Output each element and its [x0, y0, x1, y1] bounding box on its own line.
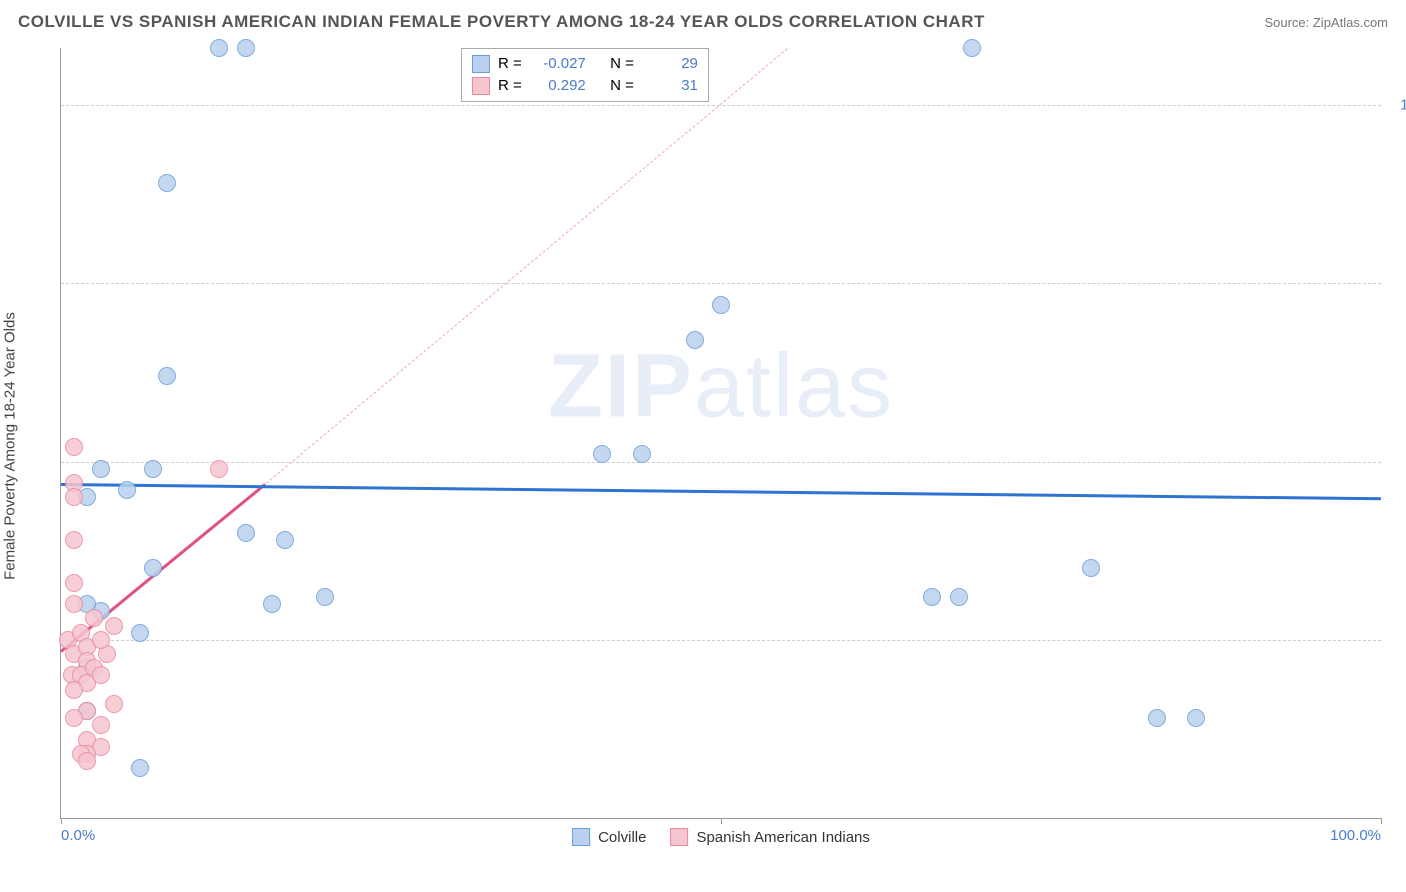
data-point — [712, 296, 730, 314]
x-tick-max: 100.0% — [1330, 827, 1381, 844]
x-tick-mark — [1381, 818, 1382, 824]
data-point — [316, 588, 334, 606]
data-point — [1187, 709, 1205, 727]
data-point — [237, 524, 255, 542]
swatch-colville — [472, 55, 490, 73]
data-point — [210, 39, 228, 57]
y-tick-label: 25.0% — [1391, 631, 1406, 648]
data-point — [131, 759, 149, 777]
data-point — [65, 574, 83, 592]
data-point — [633, 445, 651, 463]
data-point — [950, 588, 968, 606]
stats-row-colville: R = -0.027 N = 29 — [472, 53, 698, 75]
watermark: ZIPatlas — [548, 335, 894, 438]
legend-swatch-spanish — [670, 828, 688, 846]
stats-legend: R = -0.027 N = 29 R = 0.292 N = 31 — [461, 48, 709, 102]
data-point — [105, 617, 123, 635]
data-point — [237, 39, 255, 57]
data-point — [65, 595, 83, 613]
r-value-spanish: 0.292 — [530, 75, 586, 97]
x-tick-mark — [61, 818, 62, 824]
data-point — [92, 666, 110, 684]
gridline — [61, 283, 1381, 284]
data-point — [276, 531, 294, 549]
legend-item-spanish: Spanish American Indians — [670, 828, 869, 846]
scatter-plot-area: ZIPatlas R = -0.027 N = 29 R = 0.292 N =… — [60, 48, 1381, 819]
gridline — [61, 640, 1381, 641]
data-point — [144, 559, 162, 577]
stats-row-spanish: R = 0.292 N = 31 — [472, 75, 698, 97]
regression-line — [60, 483, 266, 653]
data-point — [210, 460, 228, 478]
data-point — [1148, 709, 1166, 727]
data-point — [85, 609, 103, 627]
data-point — [78, 752, 96, 770]
legend-label-colville: Colville — [598, 829, 646, 846]
n-value-spanish: 31 — [642, 75, 698, 97]
chart-title: COLVILLE VS SPANISH AMERICAN INDIAN FEMA… — [18, 12, 985, 32]
data-point — [131, 624, 149, 642]
gridline — [61, 462, 1381, 463]
data-point — [593, 445, 611, 463]
data-point — [144, 460, 162, 478]
y-axis-label: Female Poverty Among 18-24 Year Olds — [2, 312, 19, 580]
gridline — [61, 105, 1381, 106]
data-point — [65, 531, 83, 549]
data-point — [118, 481, 136, 499]
y-tick-label: 75.0% — [1391, 275, 1406, 292]
data-point — [963, 39, 981, 57]
data-point — [92, 631, 110, 649]
data-point — [686, 331, 704, 349]
y-tick-label: 100.0% — [1391, 97, 1406, 114]
x-tick-mark — [721, 818, 722, 824]
n-value-colville: 29 — [642, 53, 698, 75]
data-point — [92, 716, 110, 734]
data-point — [92, 460, 110, 478]
y-tick-label: 50.0% — [1391, 453, 1406, 470]
data-point — [1082, 559, 1100, 577]
data-point — [158, 174, 176, 192]
data-point — [263, 595, 281, 613]
legend-swatch-colville — [572, 828, 590, 846]
regression-line — [61, 483, 1381, 500]
data-point — [105, 695, 123, 713]
data-point — [923, 588, 941, 606]
data-point — [65, 709, 83, 727]
legend-label-spanish: Spanish American Indians — [696, 829, 869, 846]
swatch-spanish — [472, 77, 490, 95]
data-point — [65, 681, 83, 699]
series-legend: Colville Spanish American Indians — [572, 828, 870, 846]
regression-line — [265, 48, 787, 484]
data-point — [65, 488, 83, 506]
x-tick-min: 0.0% — [61, 827, 95, 844]
data-point — [158, 367, 176, 385]
legend-item-colville: Colville — [572, 828, 646, 846]
data-point — [65, 438, 83, 456]
source-attribution: Source: ZipAtlas.com — [1264, 15, 1388, 30]
r-value-colville: -0.027 — [530, 53, 586, 75]
